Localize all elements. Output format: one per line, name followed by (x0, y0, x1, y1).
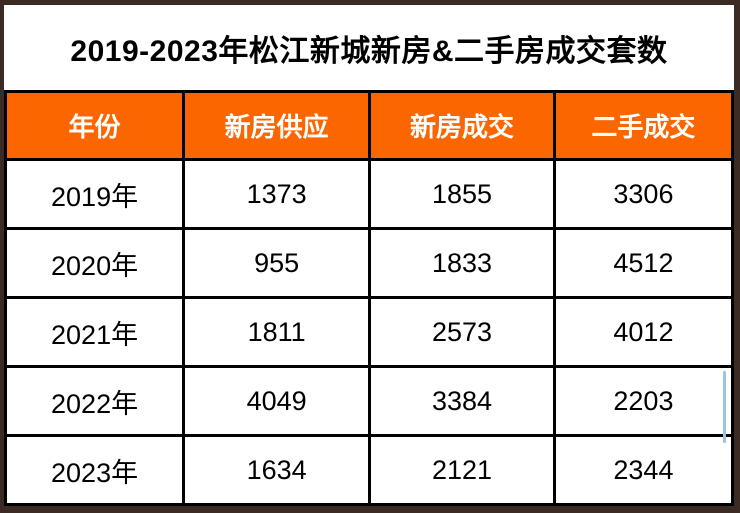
table-row: 2023年 1634 2121 2344 (4, 434, 734, 506)
year-cell: 2021年 (4, 296, 186, 368)
header-year: 年份 (4, 90, 186, 161)
table-row: 2022年 4049 3384 2203 (4, 365, 734, 437)
year-cell: 2023年 (4, 434, 186, 506)
value-cell: 4012 (552, 296, 734, 368)
header-new-supply: 新房供应 (182, 90, 372, 161)
value-cell: 1855 (368, 158, 556, 230)
value-cell: 1373 (182, 158, 372, 230)
header-row: 年份 新房供应 新房成交 二手成交 (4, 90, 734, 161)
value-cell: 4049 (182, 365, 372, 437)
page-title: 2019-2023年松江新城新房&二手房成交套数 (70, 34, 668, 68)
selection-artifact (723, 371, 726, 443)
year-cell: 2019年 (4, 158, 186, 230)
value-cell: 955 (182, 227, 372, 299)
value-cell: 4512 (552, 227, 734, 299)
value-cell: 3306 (552, 158, 734, 230)
table-row: 2019年 1373 1855 3306 (4, 158, 734, 230)
value-cell: 1833 (368, 227, 556, 299)
value-cell: 1811 (182, 296, 372, 368)
title-bar: 2019-2023年松江新城新房&二手房成交套数 (4, 5, 734, 90)
table-row: 2021年 1811 2573 4012 (4, 296, 734, 368)
value-cell: 2573 (368, 296, 556, 368)
year-cell: 2022年 (4, 365, 186, 437)
value-cell: 2344 (552, 434, 734, 506)
value-cell: 3384 (368, 365, 556, 437)
value-cell: 2203 (552, 365, 734, 437)
data-table: 年份 新房供应 新房成交 二手成交 2019年 1373 1855 3306 2… (4, 90, 734, 506)
value-cell: 1634 (182, 434, 372, 506)
value-cell: 2121 (368, 434, 556, 506)
data-table-wrap: 年份 新房供应 新房成交 二手成交 2019年 1373 1855 3306 2… (4, 90, 734, 506)
header-secondhand-deals: 二手成交 (552, 90, 734, 161)
year-cell: 2020年 (4, 227, 186, 299)
table-row: 2020年 955 1833 4512 (4, 227, 734, 299)
header-new-deals: 新房成交 (368, 90, 556, 161)
